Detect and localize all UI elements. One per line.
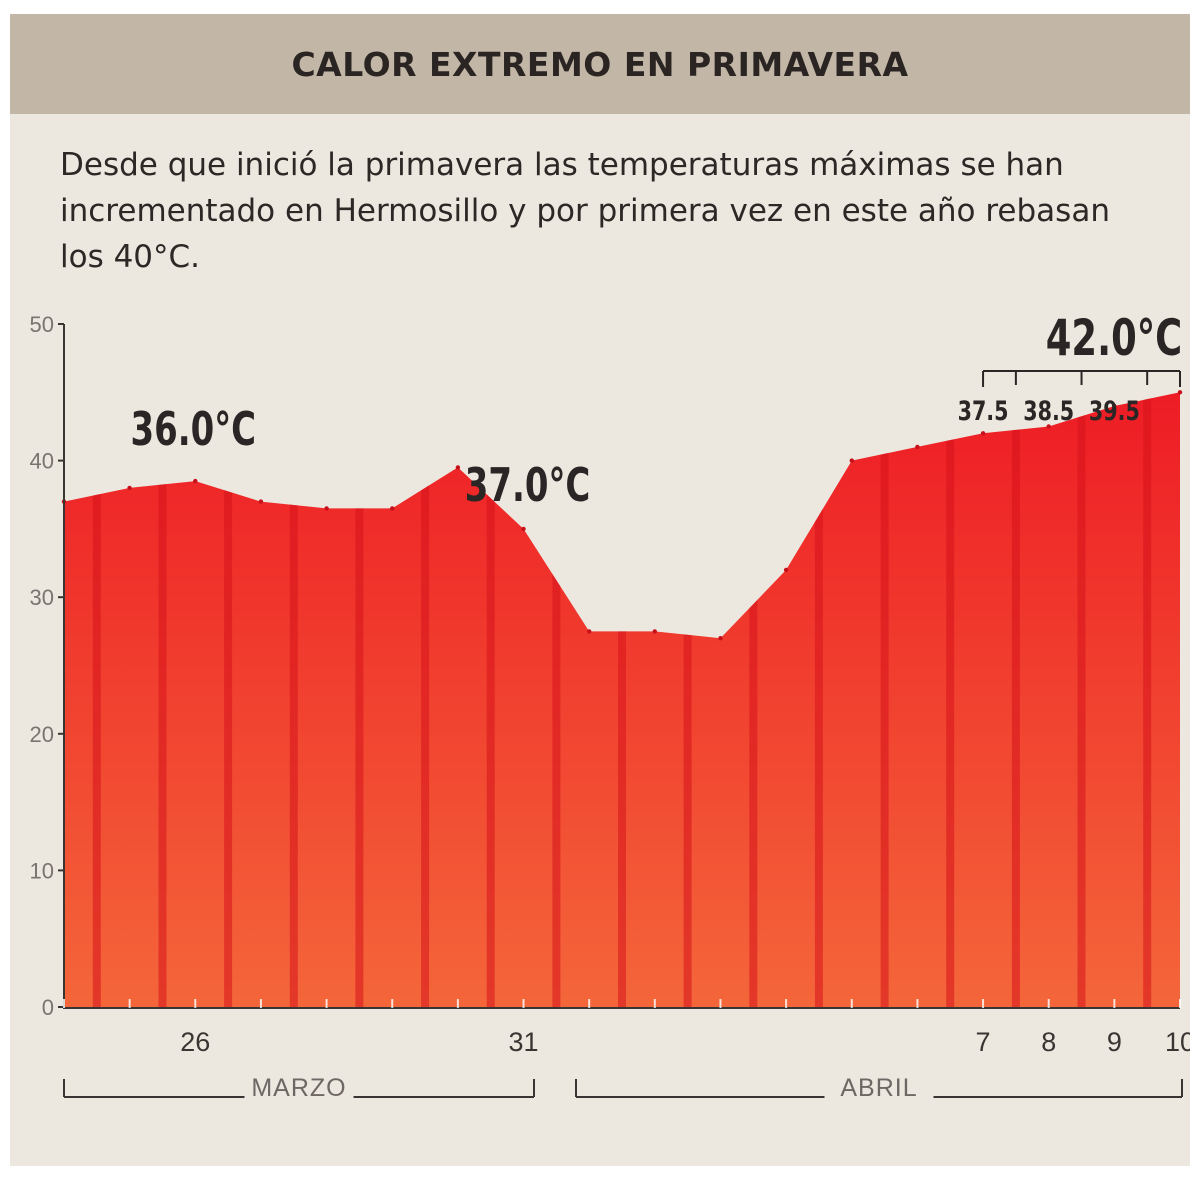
data-point <box>980 431 986 436</box>
y-tick-label: 0 <box>42 995 54 1020</box>
data-point <box>1112 403 1117 409</box>
subtitle-text: Desde que inició la primavera las temper… <box>60 147 1110 275</box>
peak-annotation: 37.0°C <box>465 458 591 512</box>
data-point <box>849 458 854 463</box>
stripe <box>486 392 495 1007</box>
data-point <box>718 636 723 641</box>
data-point <box>587 629 592 634</box>
x-tick-label: 7 <box>976 1027 991 1057</box>
stripe <box>1011 392 1020 1007</box>
y-tick-label: 40 <box>30 449 54 474</box>
stripe <box>880 392 889 1007</box>
month-bracket-marzo: MARZO <box>63 1074 535 1107</box>
stripe <box>224 392 233 1007</box>
bracket-value-label: 39.5 <box>1089 395 1140 426</box>
header-bar: CALOR EXTREMO EN PRIMAVERA <box>10 14 1190 114</box>
stripe <box>946 392 955 1007</box>
data-point <box>127 485 132 491</box>
stripe <box>355 392 364 1007</box>
axis-layer: 0 10 20 30 40 50 26 31 7 8 9 10 MARZO ABRIL <box>30 312 1190 1107</box>
stripe <box>618 392 626 1007</box>
stripe <box>552 392 561 1007</box>
x-tick-label: 8 <box>1041 1027 1056 1057</box>
stripe <box>421 392 430 1007</box>
data-point <box>1177 390 1183 395</box>
stripe-group <box>92 392 1152 1007</box>
month-label: MARZO <box>251 1074 346 1102</box>
stripe <box>158 392 167 1007</box>
infographic-panel: CALOR EXTREMO EN PRIMAVERA Desde que ini… <box>10 14 1190 1166</box>
y-tick-label: 50 <box>30 312 54 337</box>
temperature-chart: 0 10 20 30 40 50 26 31 7 8 9 10 MARZO ABRIL 36.0°C 37.… <box>30 309 1190 1107</box>
data-point <box>521 526 526 532</box>
x-tick-label: 9 <box>1107 1027 1122 1057</box>
stripe <box>92 392 101 1007</box>
x-tick-label: 31 <box>509 1027 539 1057</box>
bracket-gap <box>824 1077 934 1107</box>
x-tick-label: 26 <box>180 1027 210 1057</box>
stripe <box>749 392 758 1007</box>
bracket-value-label: 38.5 <box>1023 395 1074 426</box>
data-point <box>783 567 789 573</box>
stripe <box>814 392 823 1007</box>
bracket-gap <box>244 1077 354 1107</box>
stripe <box>1077 392 1086 1007</box>
data-point <box>390 506 395 511</box>
data-point <box>258 499 264 504</box>
stripe <box>289 392 298 1007</box>
april-bracket: 37.5 38.5 39.5 <box>958 370 1181 426</box>
data-point <box>455 465 461 470</box>
x-tick-label: 10 <box>1165 1027 1190 1057</box>
peak-annotation: 36.0°C <box>131 402 257 456</box>
stripe <box>1143 392 1152 1007</box>
data-point <box>193 478 198 484</box>
peak-annotation: 42.0°C <box>1046 309 1183 367</box>
y-tick-label: 10 <box>30 858 54 883</box>
page-title: CALOR EXTREMO EN PRIMAVERA <box>291 44 909 84</box>
data-point <box>1046 424 1051 429</box>
label-layer: 36.0°C 37.0°C 42.0°C 37.5 38.5 39.5 <box>131 309 1183 512</box>
data-point <box>324 506 329 511</box>
month-bracket-abril: ABRIL <box>575 1074 1183 1107</box>
stripe <box>683 392 692 1007</box>
y-tick-label: 30 <box>30 585 54 610</box>
area-layer <box>61 390 1183 1007</box>
month-label: ABRIL <box>840 1074 917 1102</box>
bracket-value-label: 37.5 <box>958 395 1009 426</box>
data-point <box>915 444 920 450</box>
data-point <box>652 629 657 634</box>
y-tick-label: 20 <box>30 722 54 747</box>
